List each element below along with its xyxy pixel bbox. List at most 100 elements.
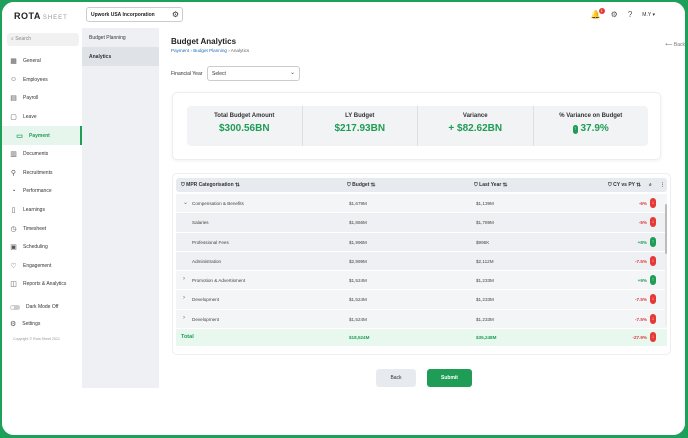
sidebar-item-label: General: [23, 58, 41, 65]
cell-budget: $1,866M: [349, 220, 367, 226]
search-placeholder: Search: [15, 36, 32, 42]
cell-budget: $1,524M: [349, 316, 367, 322]
sidebar-item-payroll[interactable]: ▤ Payroll: [2, 89, 82, 108]
user-initials: M.Y: [642, 11, 652, 18]
filter-icon[interactable]: ⛉: [608, 182, 612, 188]
col-header-last-year[interactable]: ⛉ Last Year ⇅: [474, 182, 507, 188]
sidebar-item-timesheet[interactable]: ◷ Timesheet: [2, 219, 82, 238]
sidebar-item-reports[interactable]: ◫ Reports & Analytics: [2, 275, 82, 294]
chevron-down-icon[interactable]: ⌄: [183, 200, 189, 206]
logo[interactable]: ROTA SHEET: [14, 11, 68, 21]
cell-budget: $18,524M: [349, 335, 370, 341]
more-options-icon[interactable]: ⋮: [660, 182, 665, 188]
cell-budget: $1,679M: [349, 201, 367, 206]
sidebar-item-label: Timesheet: [23, 225, 47, 232]
sidebar-item-learnings[interactable]: ▯ Learnings: [2, 201, 82, 220]
sidebar-item-leave[interactable]: ▢ Leave: [2, 108, 82, 127]
toggle-switch[interactable]: [10, 304, 20, 310]
subnav-item-budget-planning[interactable]: Budget Planning: [89, 35, 126, 41]
scrollbar-thumb[interactable]: [665, 204, 667, 254]
top-icons: 🔔 1 ⚙ ? M.Y ▾: [590, 8, 655, 19]
company-settings-icon[interactable]: ⚙: [171, 10, 179, 19]
filter-icon[interactable]: ⛉: [474, 182, 478, 188]
summary-cards: Total Budget Amount $300.56BN LY Budget …: [187, 106, 648, 146]
sidebar-item-employees[interactable]: ☺ Employees: [2, 71, 82, 90]
col-header-budget[interactable]: ⛉ Budget ⇅: [347, 182, 375, 188]
stat-total-budget: Total Budget Amount $300.56BN: [187, 106, 303, 146]
arrow-left-icon: ⟵: [665, 42, 674, 48]
col-header-cy-vs-py[interactable]: ⛉ CY vs PY ⇅: [608, 182, 641, 188]
table-scrollbar[interactable]: [665, 204, 667, 326]
sidebar-item-general[interactable]: ▦ General: [2, 52, 82, 71]
dark-mode-toggle[interactable]: Dark Mode Off: [10, 304, 58, 310]
wallet-icon: ▤: [10, 95, 17, 103]
cell-last-year: $35,248M: [476, 335, 497, 341]
search-input[interactable]: ⌕ Search: [7, 33, 79, 46]
sort-icon[interactable]: ⇅: [502, 182, 508, 188]
copyright-text: Copyright © Rota Sheet 2021: [13, 337, 60, 341]
chevron-right-icon[interactable]: ›: [183, 314, 185, 321]
sidebar-item-engagement[interactable]: ♡ Engagement: [2, 257, 82, 276]
gear-icon[interactable]: ⚙: [610, 10, 618, 19]
financial-year-label: Financial Year: [171, 71, 203, 77]
stat-value: $300.56BN: [218, 123, 270, 134]
search-icon: ⌕: [11, 36, 14, 42]
sidebar-item-scheduling[interactable]: ▣ Scheduling: [2, 238, 82, 257]
sidebar-item-recruitments[interactable]: ⚲ Recruitments: [2, 164, 82, 183]
subnav-item-analytics[interactable]: Analytics: [82, 47, 159, 66]
back-button[interactable]: Back: [376, 369, 416, 387]
table-row[interactable]: › Development $1,524M $1,233M -7.5% ↓: [176, 309, 667, 330]
col-header-label: MPR Categorisation: [186, 182, 234, 188]
sidebar: ⌕ Search ▦ General ☺ Employees ▤ Payroll ▢ L…: [2, 28, 82, 435]
cell-last-year: $1,233M: [476, 278, 494, 284]
company-selector[interactable]: Upwork USA Incorporation ⚙: [86, 7, 183, 22]
search-icon[interactable]: ⌕: [649, 182, 652, 188]
table-row[interactable]: ⌄ Compensation & Benefits $1,679M $1,139…: [176, 194, 667, 214]
stat-value: ↑ 37.9%: [534, 123, 649, 134]
dark-mode-label: Dark Mode Off: [26, 304, 59, 310]
arrow-up-icon: ↑: [572, 125, 578, 134]
gear-icon: ⚙: [10, 321, 17, 328]
submit-button[interactable]: Submit: [427, 369, 472, 387]
sort-icon[interactable]: ⇅: [235, 182, 240, 188]
notification-bell-icon[interactable]: 🔔 1: [590, 8, 605, 19]
chevron-right-icon[interactable]: ›: [183, 276, 185, 283]
heart-icon: ♡: [10, 262, 17, 270]
chevron-right-icon: ›: [190, 48, 194, 53]
filter-icon[interactable]: ⛉: [347, 182, 351, 188]
breadcrumb: Payment › Budget Planning › Analytics: [171, 48, 249, 53]
financial-year-select[interactable]: Select ⌄: [207, 66, 300, 81]
table-row[interactable]: › Promotion & Advertisment $1,524M $1,23…: [176, 271, 667, 291]
back-link[interactable]: ⟵ Back: [665, 42, 685, 48]
company-name: Upwork USA Incorporation: [91, 12, 155, 18]
sort-icon[interactable]: ⇅: [636, 182, 641, 188]
table-row[interactable]: › Development $1,524M $1,233M -7.5% ↓: [176, 290, 667, 310]
sidebar-item-settings[interactable]: ⚙ Settings: [10, 320, 40, 328]
stat-label: LY Budget: [345, 113, 375, 119]
chevron-right-icon: ›: [228, 48, 231, 53]
stat-variance-percent: % Variance on Budget ↑ 37.9%: [534, 106, 649, 146]
help-icon[interactable]: ?: [627, 10, 633, 19]
user-menu[interactable]: M.Y ▾: [642, 11, 655, 18]
stat-ly-budget: LY Budget $217.93BN: [303, 106, 418, 146]
table-row[interactable]: Professional Fees $1,996M $996K +8% ↑: [176, 232, 667, 252]
chevron-right-icon[interactable]: ›: [183, 295, 185, 302]
cell-budget: $1,524M: [349, 278, 367, 284]
breadcrumb-item[interactable]: Budget Planning: [193, 48, 227, 53]
table-row[interactable]: Salaries $1,866M $1,789M -5% ↓: [176, 213, 667, 233]
filter-icon[interactable]: ⛉: [181, 182, 185, 188]
arrow-up-icon: ↑: [650, 236, 656, 247]
sidebar-item-payment[interactable]: ▭ Payment: [2, 126, 82, 145]
col-header-category[interactable]: ⛉ MPR Categorisation ⇅: [181, 182, 240, 188]
col-header-label: Budget: [352, 182, 370, 188]
arrow-down-icon: ↓: [650, 198, 656, 208]
breadcrumb-item[interactable]: Payment: [171, 48, 190, 53]
sidebar-item-documents[interactable]: ▥ Documents: [2, 145, 82, 164]
sort-icon[interactable]: ⇅: [370, 182, 376, 188]
calendar-icon: ▢: [10, 114, 17, 122]
arrow-down-icon: ↓: [650, 255, 656, 266]
table-row[interactable]: Administration $2,999M $2,112M -7.5% ↓: [176, 251, 667, 272]
sidebar-item-label: Scheduling: [23, 244, 48, 251]
sidebar-item-performance[interactable]: ◔ Performance: [2, 182, 82, 201]
